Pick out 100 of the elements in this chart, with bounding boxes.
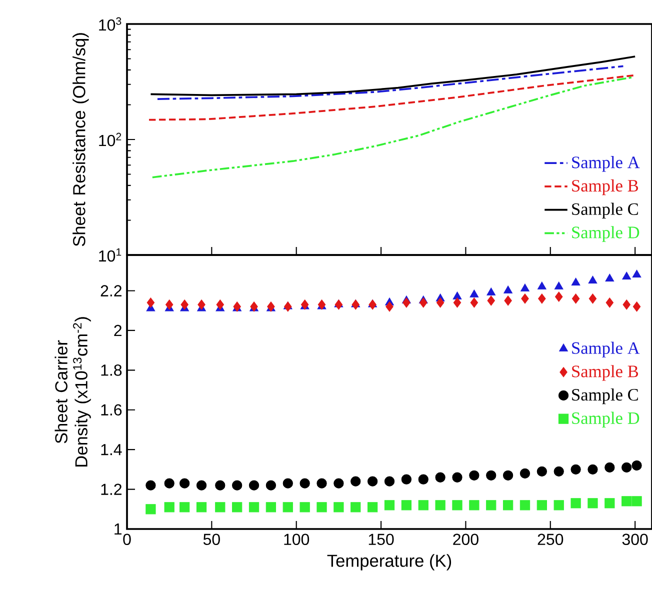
point (470, 290, 479, 298)
point (520, 500, 530, 510)
point (367, 476, 378, 486)
y-tick-label: 1 (114, 524, 122, 535)
point (146, 298, 155, 308)
point (300, 478, 310, 488)
point (452, 472, 462, 482)
point (487, 296, 495, 306)
point (452, 500, 462, 510)
x-tick-label: 0 (123, 534, 131, 546)
point (266, 480, 276, 490)
point (401, 474, 412, 484)
point (180, 502, 190, 512)
y-tick-label: 10$^{1}$ (99, 248, 122, 262)
point (316, 478, 327, 488)
point (470, 298, 478, 308)
x-axis-title: Temperature (K) (327, 554, 452, 570)
point (384, 476, 395, 486)
point (232, 502, 242, 512)
line-series (148, 74, 636, 121)
y-axis-title: Sheet Resistance (Ohm/sq) (72, 33, 89, 246)
y-tick-label: 10$^{2}$ (99, 132, 122, 146)
legend-label: Sample D (572, 226, 640, 242)
point (418, 474, 428, 484)
point (368, 300, 376, 310)
point (266, 502, 276, 512)
point (418, 500, 428, 510)
point (316, 502, 327, 512)
y-tick-label: 1.4 (101, 444, 122, 456)
point (622, 462, 632, 473)
point (401, 500, 412, 510)
point (367, 502, 378, 512)
point (536, 466, 547, 476)
point (384, 500, 395, 510)
point (606, 298, 614, 308)
point (164, 502, 174, 512)
point (164, 478, 174, 488)
point (469, 500, 480, 510)
point (232, 480, 242, 490)
point (146, 480, 156, 490)
point (196, 480, 207, 490)
y-tick-label: 2 (114, 324, 122, 336)
point (521, 294, 529, 304)
point (520, 468, 530, 478)
line-series (150, 56, 636, 96)
point (282, 478, 293, 488)
legend-label: Sample B (572, 179, 638, 196)
point (632, 302, 641, 312)
point (502, 470, 514, 480)
x-tick-label: 100 (284, 534, 310, 546)
point (502, 500, 514, 510)
point (622, 496, 632, 506)
y-tick-label: 10$^{3}$ (99, 17, 122, 31)
point (146, 504, 156, 514)
point (571, 278, 580, 286)
point (452, 292, 462, 300)
x-tick-label: 150 (368, 534, 394, 546)
point (588, 464, 598, 475)
point (435, 500, 446, 510)
point (165, 300, 174, 310)
point (572, 294, 580, 304)
point (537, 282, 546, 290)
point (180, 478, 190, 488)
point (486, 470, 496, 480)
point (435, 472, 446, 482)
point (622, 272, 632, 280)
point (632, 496, 642, 506)
point (334, 300, 343, 310)
legend-label: Sample C (572, 388, 638, 404)
point (215, 502, 226, 512)
point (538, 294, 546, 304)
x-tick-label: 200 (453, 534, 478, 546)
point (216, 300, 224, 310)
point (632, 270, 642, 278)
y-tick-label: 1.6 (101, 404, 122, 416)
point (588, 294, 597, 304)
point (520, 284, 530, 292)
point (554, 282, 564, 290)
point (215, 480, 226, 490)
point (536, 500, 547, 510)
legend-label: Sample A (572, 342, 640, 358)
point (486, 288, 496, 296)
point (486, 500, 496, 510)
legend-label: Sample B (572, 365, 638, 381)
point (605, 274, 614, 282)
point (350, 476, 361, 486)
point (350, 502, 361, 512)
point (604, 462, 615, 473)
point (248, 480, 260, 490)
point (588, 498, 598, 508)
point (334, 478, 344, 488)
point (570, 464, 581, 475)
point (436, 298, 444, 308)
x-tick-label: 300 (622, 534, 648, 546)
y-tick-label: 2.2 (100, 285, 122, 296)
point (386, 302, 394, 312)
x-tick-label: 250 (538, 534, 564, 546)
point (248, 502, 260, 512)
point (402, 298, 410, 308)
point (420, 298, 428, 308)
